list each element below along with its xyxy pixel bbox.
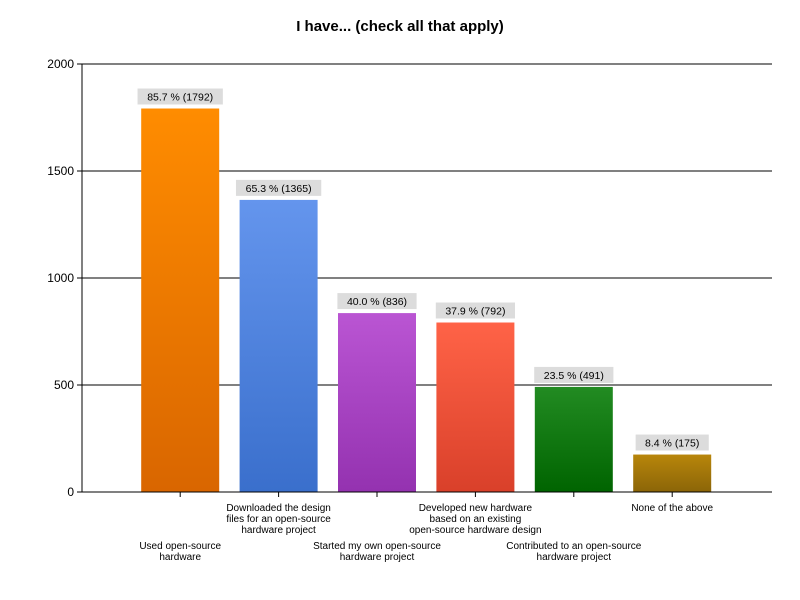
- data-label: 23.5 % (491): [544, 370, 604, 382]
- bars: [141, 108, 712, 493]
- data-labels: 85.7 % (1792) 65.3 % (1365) 40.0 % (836) 37…: [137, 88, 709, 451]
- chart-title: I have... (check all that apply): [296, 18, 504, 35]
- bar: [141, 108, 220, 493]
- x-category-label: Used open-source hardware: [139, 541, 221, 563]
- data-label-box: [235, 179, 322, 196]
- data-label-box: [137, 88, 223, 105]
- data-label: 37.9 % (792): [445, 306, 505, 318]
- data-label: 85.7 % (1792): [147, 92, 213, 104]
- data-label-box: [337, 293, 417, 310]
- bar: [239, 199, 318, 492]
- y-tick-label: 0: [67, 485, 74, 499]
- bar: [338, 313, 416, 492]
- data-label: 8.4 % (175): [645, 438, 699, 450]
- data-label-box: [534, 366, 614, 383]
- x-category-label: Downloaded the design files for an open-s…: [226, 503, 331, 536]
- x-category-label: Started my own open-source hardware proje…: [313, 541, 441, 563]
- x-category-label: Contributed to an open-source hardware pr…: [506, 541, 642, 563]
- data-label-box: [635, 434, 709, 451]
- data-label: 40.0 % (836): [347, 296, 407, 308]
- y-tick-label: 1000: [47, 271, 74, 285]
- bar: [534, 386, 613, 492]
- x-category-label: Developed new hardware based on an existi…: [409, 503, 541, 536]
- bar: [436, 322, 515, 492]
- data-label-box: [435, 302, 515, 319]
- y-tick-label: 1500: [47, 164, 74, 178]
- x-category-label: None of the above: [631, 503, 713, 514]
- y-tick-label: 500: [54, 378, 74, 392]
- axes: 0 500 1000 1500 2000 Used open-source hardware…: [47, 57, 772, 563]
- y-tick-label: 2000: [47, 57, 74, 71]
- data-label: 65.3 % (1365): [246, 183, 312, 195]
- bar: [633, 454, 712, 492]
